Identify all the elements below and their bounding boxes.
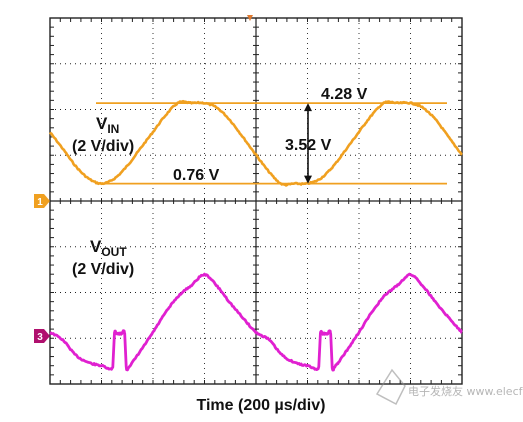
watermark-text: 电子发烧友 www.elecfans.com (408, 384, 523, 398)
watermark: 电子发烧友 www.elecfans.com (375, 368, 523, 406)
ch3-marker-label: 3 (37, 332, 43, 343)
vmin-annotation: 0.76 V (173, 167, 220, 184)
trigger-position-marker (247, 15, 253, 21)
amplitude-annotation: 3.52 V (285, 137, 332, 154)
vin-label-main: V (96, 114, 108, 133)
vout-label-sub: OUT (101, 245, 127, 259)
amplitude-arrow (304, 103, 312, 184)
x-axis-label: Time (200 µs/div) (197, 397, 326, 414)
vout-label-main: V (90, 237, 102, 256)
vin-label-sub: IN (107, 122, 119, 136)
vout-trace (49, 272, 463, 372)
ch1-ground-marker: 1 (34, 194, 50, 208)
cursor-lines (96, 102, 447, 185)
vout-scale-label: (2 V/div) (72, 261, 134, 278)
vout-label: VOUT (90, 237, 127, 259)
ch1-marker-label: 1 (37, 197, 43, 208)
graticule (49, 17, 463, 385)
ch3-ground-marker: 3 (34, 328, 50, 343)
vmax-annotation: 4.28 V (321, 86, 368, 103)
vin-trace (48, 99, 463, 187)
watermark-logo (375, 368, 406, 406)
vin-label: VIN (96, 114, 119, 136)
vin-scale-label: (2 V/div) (72, 138, 134, 155)
